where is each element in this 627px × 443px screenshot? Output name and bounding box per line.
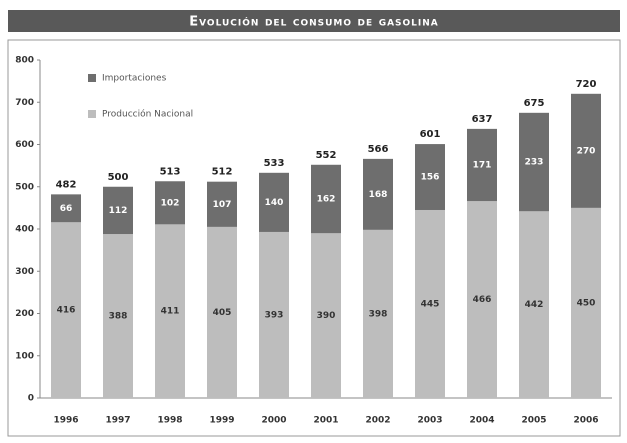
bar-segment	[207, 226, 237, 398]
x-tick-label: 2002	[365, 416, 390, 426]
bar-segment	[311, 164, 341, 234]
bar-segment	[103, 186, 133, 235]
bar-segment	[103, 234, 133, 398]
x-tick-label: 2006	[573, 416, 598, 426]
bar-segment	[467, 201, 497, 398]
x-tick-label: 1999	[209, 416, 234, 426]
x-tick-label: 1997	[105, 416, 130, 426]
value-label: 450	[577, 298, 596, 308]
legend-swatch	[88, 110, 96, 118]
value-label: 102	[161, 198, 180, 208]
legend-label: Importaciones	[102, 74, 167, 84]
total-label: 533	[264, 158, 285, 169]
x-tick-label: 2005	[521, 416, 546, 426]
y-tick-label: 200	[15, 309, 34, 319]
total-label: 601	[420, 129, 441, 140]
bar-segment	[259, 172, 289, 232]
value-label: 107	[213, 200, 232, 210]
x-tick-label: 1998	[157, 416, 182, 426]
y-tick-label: 300	[15, 267, 34, 277]
legend-label: Producción Nacional	[102, 109, 193, 120]
value-label: 398	[369, 309, 388, 319]
value-label: 388	[109, 312, 128, 322]
bar-segment	[363, 229, 393, 398]
value-label: 171	[473, 160, 492, 170]
bar-segment	[259, 231, 289, 398]
x-tick-label: 2004	[469, 416, 494, 426]
bar-segment	[415, 144, 445, 210]
value-label: 393	[265, 310, 284, 320]
value-label: 162	[317, 195, 336, 205]
value-label: 233	[525, 158, 544, 168]
total-label: 500	[108, 172, 129, 183]
value-label: 390	[317, 311, 336, 321]
bar-segment	[207, 181, 237, 227]
y-tick-label: 500	[15, 182, 34, 192]
x-tick-label: 2001	[313, 416, 338, 426]
total-label: 482	[56, 179, 77, 190]
bar-segment	[155, 224, 185, 398]
bar-segment	[363, 158, 393, 230]
value-label: 112	[109, 206, 128, 216]
bar-segment	[571, 93, 601, 208]
total-label: 675	[524, 98, 545, 109]
x-tick-label: 2003	[417, 416, 442, 426]
bar-segment	[571, 207, 601, 398]
title-bar	[8, 10, 620, 32]
frame	[7, 39, 621, 437]
value-label: 156	[421, 173, 440, 183]
value-label: 445	[421, 299, 440, 309]
value-label: 442	[525, 300, 544, 310]
legend-swatch	[88, 74, 96, 82]
y-tick-label: 700	[15, 98, 34, 108]
chart-title: Evolución del consumo de gasolina	[189, 15, 439, 30]
y-tick-label: 400	[15, 225, 34, 235]
value-label: 416	[57, 306, 76, 316]
bar-segment	[415, 209, 445, 398]
value-label: 140	[265, 198, 284, 208]
total-label: 637	[472, 114, 493, 125]
value-label: 411	[161, 307, 180, 317]
bar-segment	[155, 181, 185, 225]
total-label: 566	[368, 144, 389, 155]
y-tick-label: 800	[15, 56, 34, 66]
bar-segment	[311, 233, 341, 398]
total-label: 720	[576, 79, 597, 90]
y-tick-label: 600	[15, 140, 34, 150]
total-label: 513	[160, 166, 181, 177]
value-label: 66	[60, 204, 73, 214]
value-label: 466	[473, 295, 492, 305]
y-tick-label: 0	[28, 394, 34, 404]
value-label: 405	[213, 308, 232, 318]
value-label: 270	[577, 146, 596, 156]
y-tick-label: 100	[15, 351, 34, 361]
x-tick-label: 2000	[261, 416, 286, 426]
value-label: 168	[369, 190, 388, 200]
bar-segment	[467, 128, 497, 202]
bar-segment	[51, 222, 81, 398]
total-label: 552	[316, 150, 337, 161]
total-label: 512	[212, 167, 233, 178]
bar-segment	[519, 211, 549, 398]
bar-segment	[519, 112, 549, 212]
x-tick-label: 1996	[53, 416, 78, 426]
bar-segment	[51, 194, 81, 223]
